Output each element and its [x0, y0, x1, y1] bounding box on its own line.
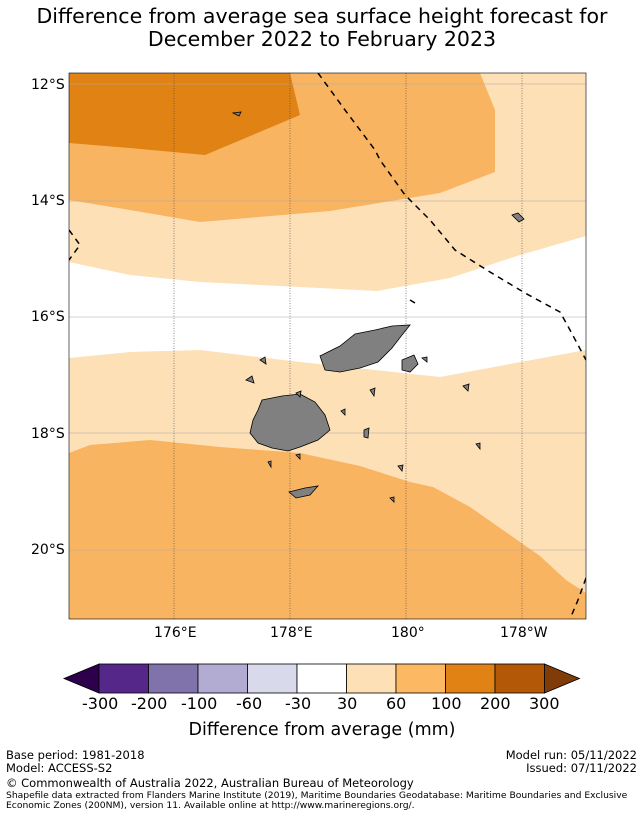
islet: [340, 408, 346, 416]
colorbar-swatch: [296, 663, 347, 694]
islet: [421, 356, 428, 363]
colorbar-tick: -60: [236, 694, 263, 713]
shapefile-credit-2: Economic Zones (200NM), version 11. Avai…: [6, 800, 415, 811]
kadavu-island: [288, 485, 320, 499]
colorbar-extend-low: [62, 663, 100, 694]
model-run: Model run: 05/11/2022: [505, 748, 637, 762]
islet: [363, 427, 370, 439]
colorbar-tick: -300: [82, 694, 119, 713]
colorbar-swatch: [494, 663, 545, 694]
colorbar-tick: 100: [431, 694, 462, 713]
islet: [295, 390, 302, 398]
colorbar-tick: -200: [131, 694, 168, 713]
viti-levu-island: [249, 393, 331, 452]
copyright: © Commonwealth of Australia 2022, Austra…: [6, 776, 414, 790]
lat-label-12s: 12°S: [31, 77, 65, 93]
colorbar: [62, 663, 581, 694]
model-name: Model: ACCESS-S2: [6, 761, 113, 775]
colorbar-swatch: [445, 663, 496, 694]
map-figure: [62, 72, 587, 694]
islet: [267, 460, 272, 469]
lon-label-178e: 178°E: [270, 625, 313, 641]
issued-date: Issued: 07/11/2022: [526, 761, 637, 775]
colorbar-swatch: [197, 663, 248, 694]
colorbar-swatch: [346, 663, 397, 694]
islet: [462, 383, 470, 392]
eez-boundaries: [69, 73, 586, 619]
islet: [369, 387, 376, 398]
lon-label-180: 180°: [391, 625, 425, 641]
islet: [295, 453, 301, 460]
shapefile-credit-1: Shapefile data extracted from Flanders M…: [6, 790, 628, 801]
map-plot-area: [69, 73, 586, 619]
title-line-2: December 2022 to February 2023: [147, 27, 497, 51]
colorbar-swatch: [98, 663, 149, 694]
islet: [389, 496, 395, 503]
colorbar-label: Difference from average (mm): [188, 720, 456, 740]
islet: [259, 356, 267, 365]
islet: [245, 375, 255, 384]
islet: [511, 212, 525, 223]
vanua-levu-island: [319, 324, 411, 373]
colorbar-swatch: [148, 663, 199, 694]
colorbar-tick: 300: [529, 694, 560, 713]
fiji-islands: [231, 111, 525, 503]
colorbar-tick: 60: [386, 694, 407, 713]
band-60-100-south: [69, 440, 586, 619]
lat-label-14s: 14°S: [31, 193, 65, 209]
taveuni-island: [401, 354, 419, 373]
lat-label-20s: 20°S: [31, 542, 65, 558]
islet: [397, 464, 404, 472]
colorbar-swatch: [395, 663, 446, 694]
lon-label-176e: 176°E: [154, 625, 197, 641]
band-100-200-north: [69, 73, 300, 155]
lat-label-18s: 18°S: [31, 426, 65, 442]
colorbar-tick: -30: [285, 694, 312, 713]
colorbar-tick: 200: [480, 694, 511, 713]
title-line-1: Difference from average sea surface heig…: [36, 4, 608, 28]
band-near-zero: [69, 236, 586, 377]
colorbar-extend-high: [544, 663, 581, 694]
gridlines: [69, 73, 586, 619]
islet: [475, 442, 481, 451]
map-frame: [68, 72, 587, 620]
rotuma-island: [231, 111, 242, 117]
colorbar-tick: -100: [181, 694, 218, 713]
lon-label-178w: 178°W: [500, 625, 548, 641]
colorbar-swatch: [247, 663, 298, 694]
colorbar-tick: 30: [337, 694, 358, 713]
lat-label-16s: 16°S: [31, 309, 65, 325]
base-period: Base period: 1981-2018: [6, 748, 145, 762]
